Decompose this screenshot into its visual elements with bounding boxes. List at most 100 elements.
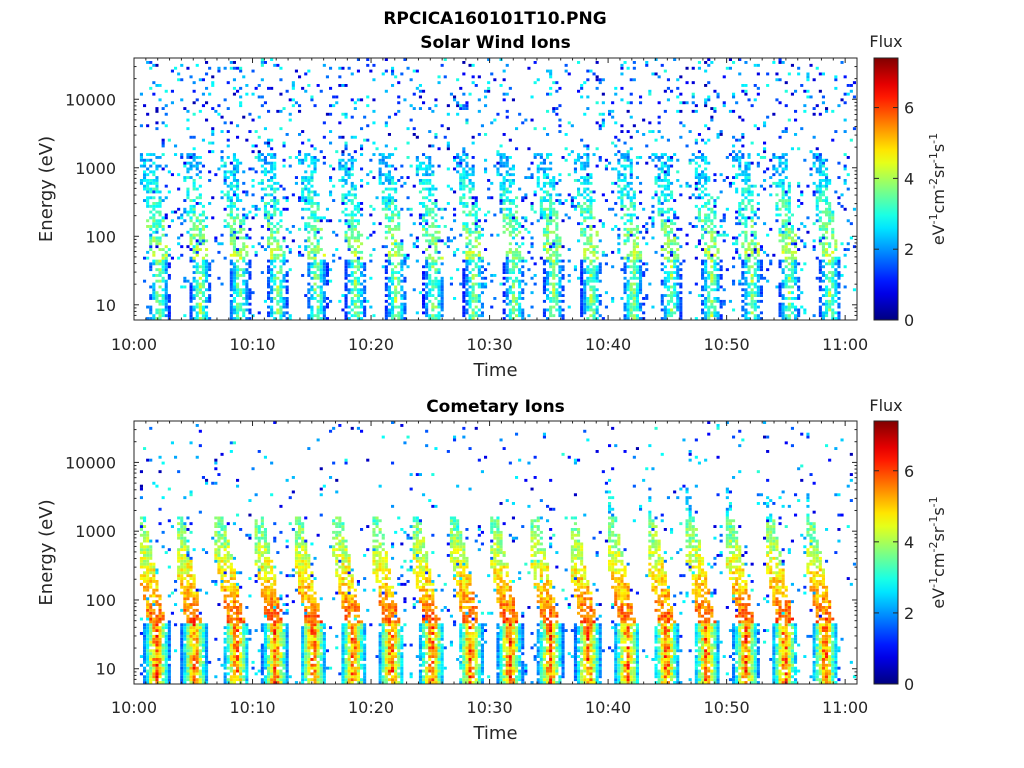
heatmap-cell — [704, 219, 708, 223]
heatmap-cell — [663, 294, 667, 297]
heatmap-cell — [195, 233, 199, 237]
heatmap-cell — [267, 305, 271, 309]
heatmap-cell — [803, 89, 807, 93]
heatmap-cell — [775, 219, 779, 223]
heatmap-cell — [434, 98, 438, 102]
heatmap-cell — [282, 239, 286, 243]
heatmap-cell — [784, 81, 788, 85]
heatmap-cell — [589, 245, 593, 249]
heatmap-cell — [273, 213, 277, 217]
heatmap-cell — [632, 305, 636, 309]
heatmap-cell — [304, 227, 308, 231]
heatmap-cell — [232, 86, 236, 90]
heatmap-cell — [353, 193, 357, 197]
heatmap-cell — [226, 213, 230, 217]
heatmap-cell — [143, 173, 147, 177]
heatmap-cell — [515, 250, 519, 254]
heatmap-cell — [598, 158, 602, 162]
heatmap-cell — [728, 58, 732, 61]
heatmap-cell — [440, 285, 444, 289]
heatmap-cell — [245, 138, 249, 142]
heatmap-cell — [753, 271, 757, 274]
heatmap-cell — [629, 147, 633, 151]
heatmap-cell — [518, 297, 522, 300]
heatmap-cell — [422, 89, 426, 93]
heatmap-cell — [623, 317, 627, 320]
heatmap-cell — [642, 311, 646, 315]
heatmap-cell — [350, 156, 354, 159]
heatmap-cell — [580, 302, 584, 306]
heatmap-cell — [747, 302, 751, 306]
heatmap-cell — [573, 158, 577, 162]
heatmap-cell — [192, 135, 196, 139]
heatmap-cell — [533, 61, 537, 64]
heatmap-cell — [573, 204, 577, 208]
heatmap-cell — [781, 268, 785, 272]
heatmap-cell — [812, 222, 816, 226]
heatmap-cell — [425, 302, 429, 306]
heatmap-cell — [232, 66, 236, 70]
heatmap-cell — [307, 153, 311, 156]
heatmap-cell — [660, 164, 664, 168]
heatmap-cell — [635, 265, 639, 269]
heatmap-cell — [164, 213, 168, 217]
heatmap-cell — [679, 297, 683, 300]
heatmap-cell — [474, 239, 478, 243]
heatmap-cell — [676, 276, 680, 280]
heatmap-cell — [546, 213, 550, 217]
heatmap-cell — [437, 317, 441, 320]
heatmap-cell — [756, 268, 760, 272]
heatmap-cell — [143, 170, 147, 174]
heatmap-cell — [784, 219, 788, 223]
heatmap-cell — [229, 259, 233, 263]
heatmap-cell — [496, 173, 500, 177]
heatmap-cell — [753, 248, 757, 251]
heatmap-cell — [195, 279, 199, 283]
heatmap-cell — [208, 170, 212, 174]
heatmap-cell — [350, 302, 354, 306]
heatmap-cell — [505, 213, 509, 217]
heatmap-cell — [232, 202, 236, 205]
heatmap-cell — [471, 297, 475, 300]
heatmap-cell — [335, 95, 339, 99]
heatmap-cell — [524, 216, 528, 220]
heatmap-cell — [530, 173, 534, 177]
heatmap-cell — [322, 299, 326, 303]
heatmap-cell — [236, 265, 240, 269]
heatmap-cell — [710, 305, 714, 309]
heatmap-cell — [787, 210, 791, 214]
heatmap-cell — [164, 259, 168, 263]
heatmap-cell — [508, 271, 512, 274]
heatmap-cell — [462, 167, 466, 171]
heatmap-cell — [502, 190, 506, 194]
heatmap-cell — [598, 268, 602, 272]
heatmap-cell — [319, 285, 323, 289]
heatmap-cell — [673, 199, 677, 202]
heatmap-cell — [620, 204, 624, 208]
heatmap-cell — [474, 84, 478, 87]
heatmap-cell — [477, 285, 481, 289]
heatmap-cell — [198, 297, 202, 300]
heatmap-cell — [158, 164, 162, 168]
heatmap-cell — [747, 176, 751, 179]
heatmap-cell — [487, 81, 491, 85]
heatmap-cell — [716, 311, 720, 315]
heatmap-cell — [496, 233, 500, 237]
heatmap-cell — [378, 170, 382, 174]
heatmap-cell — [663, 219, 667, 223]
heatmap-cell — [223, 173, 227, 177]
heatmap-cell — [701, 156, 705, 159]
heatmap-cell — [273, 207, 277, 211]
heatmap-cell — [744, 259, 748, 263]
heatmap-cell — [288, 230, 292, 234]
heatmap-cell — [759, 156, 763, 159]
heatmap-cell — [521, 314, 525, 318]
heatmap-cell — [818, 184, 822, 188]
heatmap-cell — [775, 98, 779, 102]
heatmap-cell — [539, 216, 543, 220]
heatmap-cell — [471, 135, 475, 139]
heatmap-cell — [360, 256, 364, 260]
heatmap-cell — [790, 92, 794, 96]
heatmap-cell — [558, 245, 562, 249]
heatmap-cell — [580, 156, 584, 159]
